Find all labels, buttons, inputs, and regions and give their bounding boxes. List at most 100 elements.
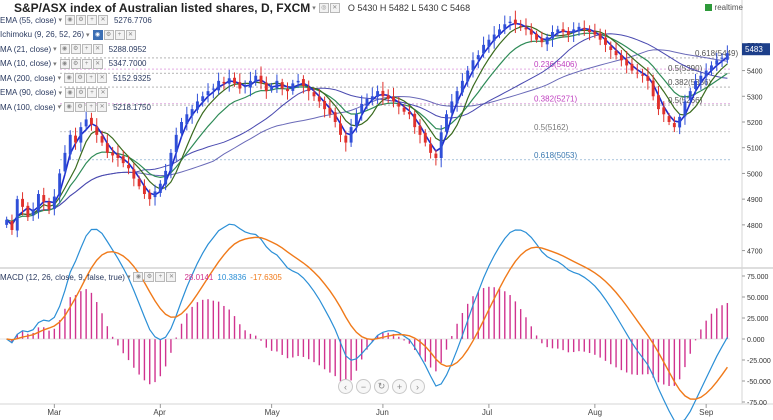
candle-body (662, 107, 666, 115)
visibility-icon[interactable]: ◉ (64, 102, 75, 112)
macd-value: 28.0141 (184, 272, 214, 282)
macd-tick-label: -25.000 (747, 358, 771, 365)
chevron-right-icon[interactable]: › (410, 379, 425, 394)
indicator-label: MA (21, close) (0, 44, 52, 54)
settings-icon[interactable]: ⚙ (144, 272, 155, 282)
candle-body (482, 44, 486, 54)
add-icon[interactable]: + (155, 272, 166, 282)
zoom-out-icon[interactable]: − (356, 379, 371, 394)
visibility-icon[interactable]: ◉ (133, 272, 144, 282)
chevron-down-icon[interactable]: ▾ (58, 17, 62, 24)
candle-body (354, 114, 358, 127)
chevron-down-icon[interactable]: ▾ (53, 60, 57, 68)
reset-icon[interactable]: ↻ (374, 379, 389, 394)
chart-navigation: ‹ − ↻ + › (338, 379, 425, 394)
chevron-down-icon[interactable]: ▾ (126, 274, 131, 281)
indicator-value: 5288.0952 (108, 44, 147, 54)
visibility-icon[interactable]: ◉ (92, 29, 103, 40)
settings-icon[interactable]: ⚙ (75, 102, 86, 112)
candle-body (26, 205, 30, 218)
candle-body (651, 80, 655, 97)
candle-body (657, 95, 660, 110)
add-icon[interactable]: + (86, 73, 97, 83)
header-buttons: ◎ ✕ (318, 3, 340, 13)
candle-body (672, 123, 676, 128)
close-icon[interactable]: ✕ (166, 272, 177, 282)
price-tick-label: 4700 (747, 249, 763, 256)
candle-body (376, 91, 380, 97)
close-icon[interactable]: ✕ (125, 29, 136, 40)
candle-body (95, 126, 99, 135)
candle-body (158, 183, 162, 193)
candle-body (116, 154, 120, 158)
settings-icon[interactable]: ⚙ (70, 44, 81, 54)
chevron-down-icon[interactable]: ▾ (86, 31, 90, 39)
settings-icon[interactable]: ⚙ (75, 73, 86, 83)
visibility-icon[interactable]: ◉ (64, 73, 75, 83)
ma-21-line (6, 25, 728, 226)
hist-value: -17.6305 (250, 272, 282, 282)
close-icon[interactable]: ✕ (97, 15, 108, 25)
visibility-icon[interactable]: ◉ (64, 15, 75, 25)
add-icon[interactable]: + (86, 87, 97, 98)
candle-body (264, 82, 268, 92)
visibility-icon[interactable]: ◉ (64, 87, 75, 98)
settings-icon[interactable]: ⚙ (103, 29, 114, 40)
candle-body (466, 70, 470, 82)
time-tick-label: May (265, 408, 280, 417)
close-icon[interactable]: ✕ (97, 87, 108, 98)
candle-body (222, 81, 226, 84)
candle-body (111, 152, 115, 156)
chevron-down-icon[interactable]: ▾ (57, 75, 62, 82)
candle-body (545, 37, 549, 45)
candle-body (164, 170, 168, 185)
candle-body (593, 31, 597, 35)
candle-body (307, 87, 311, 92)
settings-icon[interactable]: ⚙ (70, 58, 81, 69)
chevron-down-icon[interactable]: ▾ (53, 46, 57, 53)
candle-body (577, 26, 581, 32)
chevron-down-icon[interactable]: ▾ (57, 104, 62, 111)
candle-body (100, 136, 104, 143)
candle-body (471, 60, 475, 71)
indicator-label: EMA (90, close) (0, 88, 57, 97)
chevron-left-icon[interactable]: ‹ (338, 379, 353, 394)
price-tick-label: 5000 (747, 171, 763, 178)
price-tick-label: 5100 (747, 146, 763, 153)
signal-line (6, 236, 728, 400)
candle-body (582, 27, 586, 30)
settings-icon[interactable]: ⚙ (75, 15, 86, 25)
candle-body (614, 50, 618, 56)
candle-body (15, 199, 19, 231)
candle-body (58, 173, 62, 196)
add-icon[interactable]: + (81, 58, 92, 69)
indicator-value: 5347.7000 (108, 59, 147, 68)
close-icon[interactable]: ✕ (329, 3, 340, 13)
candle-body (169, 152, 173, 171)
candle-body (238, 82, 242, 89)
add-icon[interactable]: + (86, 15, 97, 25)
candle-body (715, 60, 719, 65)
settings-icon[interactable]: ◎ (318, 3, 329, 13)
zoom-in-icon[interactable]: + (392, 379, 407, 394)
candle-body (625, 59, 629, 66)
candle-body (328, 107, 332, 115)
close-icon[interactable]: ✕ (97, 102, 108, 112)
candle-body (508, 21, 512, 23)
close-icon[interactable]: ✕ (92, 44, 103, 54)
add-icon[interactable]: + (81, 44, 92, 54)
close-icon[interactable]: ✕ (92, 58, 103, 69)
settings-icon[interactable]: ⚙ (75, 87, 86, 98)
chevron-down-icon[interactable]: ▾ (58, 89, 62, 97)
close-icon[interactable]: ✕ (97, 73, 108, 83)
add-icon[interactable]: + (114, 29, 125, 40)
candle-body (10, 221, 14, 230)
candle-body (233, 77, 236, 84)
last-price-label: 5483 (745, 45, 763, 54)
time-tick-label: Jun (376, 408, 389, 417)
candle-body (21, 198, 25, 207)
visibility-icon[interactable]: ◉ (59, 44, 70, 54)
visibility-icon[interactable]: ◉ (59, 58, 70, 69)
chevron-down-icon[interactable]: ▾ (312, 5, 316, 12)
add-icon[interactable]: + (86, 102, 97, 112)
